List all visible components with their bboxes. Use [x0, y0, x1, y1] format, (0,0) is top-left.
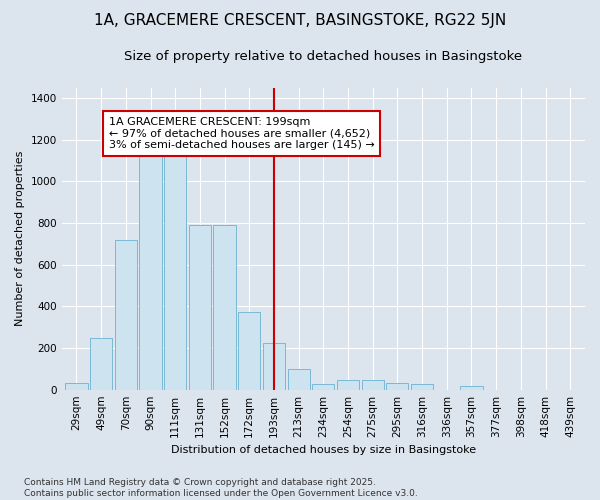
Text: 1A, GRACEMERE CRESCENT, BASINGSTOKE, RG22 5JN: 1A, GRACEMERE CRESCENT, BASINGSTOKE, RG2… — [94, 12, 506, 28]
Bar — [214, 225, 236, 390]
X-axis label: Distribution of detached houses by size in Basingstoke: Distribution of detached houses by size … — [171, 445, 476, 455]
Bar — [460, 386, 482, 390]
Bar — [411, 384, 433, 390]
Bar — [139, 154, 161, 390]
Text: Contains HM Land Registry data © Crown copyright and database right 2025.
Contai: Contains HM Land Registry data © Crown c… — [24, 478, 418, 498]
Title: Size of property relative to detached houses in Basingstoke: Size of property relative to detached ho… — [124, 50, 523, 63]
Y-axis label: Number of detached properties: Number of detached properties — [15, 151, 25, 326]
Bar — [164, 152, 187, 390]
Bar — [337, 380, 359, 390]
Bar — [189, 225, 211, 390]
Bar — [386, 384, 409, 390]
Bar — [65, 384, 88, 390]
Bar — [263, 343, 285, 390]
Bar — [238, 312, 260, 390]
Text: 1A GRACEMERE CRESCENT: 199sqm
← 97% of detached houses are smaller (4,652)
3% of: 1A GRACEMERE CRESCENT: 199sqm ← 97% of d… — [109, 117, 374, 150]
Bar — [362, 380, 384, 390]
Bar — [115, 240, 137, 390]
Bar — [90, 338, 112, 390]
Bar — [287, 369, 310, 390]
Bar — [312, 384, 334, 390]
